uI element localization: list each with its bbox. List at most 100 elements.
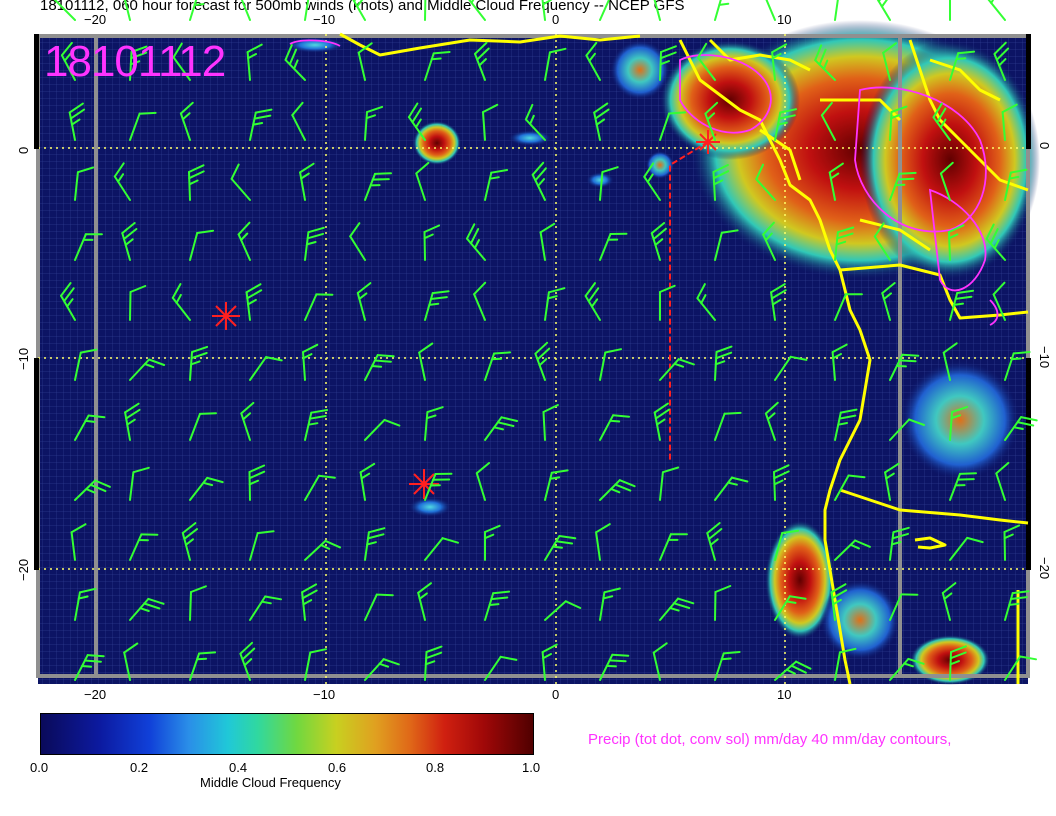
wind-barb xyxy=(544,600,582,621)
colorbar-label-2: 0.4 xyxy=(229,760,248,775)
wind-barb xyxy=(659,358,695,381)
wind-barb xyxy=(60,41,76,81)
wind-barb xyxy=(249,595,282,621)
wind-barb xyxy=(541,0,552,21)
colorbar-label-4: 0.8 xyxy=(426,760,445,775)
wind-barb xyxy=(364,105,384,141)
latlon-grid xyxy=(38,34,1028,684)
wind-barb xyxy=(762,221,776,261)
wind-barb xyxy=(129,45,148,81)
wind-barb xyxy=(364,172,392,201)
wind-barb xyxy=(291,101,306,141)
wind-barb xyxy=(54,0,76,21)
wind-barb xyxy=(74,479,111,501)
wind-barb xyxy=(181,522,198,561)
wind-barb xyxy=(653,402,671,441)
wind-barb xyxy=(643,162,661,201)
wind-barb xyxy=(714,0,730,21)
lon-tick-top-10: 10 xyxy=(777,12,792,27)
wind-barb xyxy=(697,42,716,81)
wind-barb xyxy=(659,597,695,621)
wind-barb xyxy=(932,102,951,141)
wind-barb xyxy=(599,653,630,681)
wind-barb xyxy=(599,479,636,501)
wind-barb xyxy=(484,655,518,681)
wind-barb xyxy=(304,474,336,501)
wind-barb xyxy=(189,0,205,21)
wind-barb xyxy=(949,0,951,21)
wind-barb xyxy=(696,283,716,321)
wind-barb xyxy=(652,642,668,681)
wind-barb xyxy=(484,416,518,441)
wind-barb xyxy=(230,163,251,201)
wind-barb xyxy=(357,42,373,81)
wind-barb xyxy=(889,657,925,681)
track-line xyxy=(669,141,709,460)
wind-barb xyxy=(544,47,567,81)
wind-barb xyxy=(541,643,558,681)
wind-barb xyxy=(884,462,900,501)
wind-barb xyxy=(352,0,366,21)
wind-barb xyxy=(820,101,836,141)
wind-barb xyxy=(830,583,848,621)
wind-barb xyxy=(593,102,610,141)
wind-barb xyxy=(239,641,256,681)
lon-tick-bottom-minus20: −20 xyxy=(84,687,107,702)
lon-tick-top-0: 0 xyxy=(552,12,560,27)
wind-barb xyxy=(74,414,106,441)
wind-barb xyxy=(834,293,863,321)
wind-barb xyxy=(714,651,741,681)
cloud-frequency-field xyxy=(285,20,1040,685)
wind-barb xyxy=(189,345,209,381)
colorbar-title: Middle Cloud Frequency xyxy=(200,775,341,790)
wind-barb xyxy=(129,285,147,321)
wind-barb xyxy=(889,171,917,201)
wind-barb xyxy=(74,233,103,261)
wind-barb xyxy=(1001,103,1018,141)
wind-barb xyxy=(189,476,224,501)
wind-barb xyxy=(949,289,975,321)
wind-barb xyxy=(304,0,310,21)
wind-barb xyxy=(129,358,166,381)
coastlines xyxy=(339,32,1029,685)
wind-barb xyxy=(585,41,601,81)
wind-barb xyxy=(1004,351,1031,381)
wind-barb xyxy=(949,50,976,81)
wind-barb xyxy=(584,282,601,321)
wind-barb xyxy=(484,524,501,561)
wind-barb xyxy=(123,642,139,681)
wind-barb xyxy=(834,647,857,681)
wind-barb xyxy=(304,409,329,441)
axis-bars xyxy=(34,34,1031,570)
wind-barb xyxy=(359,462,376,501)
wind-barb xyxy=(364,658,400,681)
wind-barb xyxy=(475,462,491,501)
wind-barb xyxy=(949,405,969,441)
lat-tick-right-minus20: −20 xyxy=(1037,557,1052,580)
wind-barb xyxy=(356,282,372,321)
wind-barb xyxy=(245,283,263,321)
wind-barb xyxy=(706,522,723,561)
wind-barb xyxy=(364,527,386,561)
wind-barb xyxy=(834,0,839,21)
wind-barb xyxy=(249,356,283,381)
wind-barb xyxy=(74,654,105,681)
wind-barb xyxy=(714,345,733,381)
wind-barb xyxy=(764,401,779,441)
wind-barbs xyxy=(54,0,1038,681)
wind-barb xyxy=(482,103,499,141)
wind-barb xyxy=(113,162,131,201)
wind-barb xyxy=(74,348,98,381)
wind-barb xyxy=(1004,416,1038,441)
wind-barb xyxy=(189,651,217,681)
wind-barb xyxy=(424,0,427,21)
wind-barb xyxy=(714,229,739,261)
wind-barb xyxy=(473,281,487,321)
wind-barb xyxy=(889,593,919,621)
wind-barb xyxy=(774,355,808,381)
wind-barb xyxy=(774,529,800,561)
lat-tick-left-minus20: −20 xyxy=(16,558,31,581)
lat-tick-left-0: 0 xyxy=(16,146,31,154)
wind-barb xyxy=(985,223,1006,261)
